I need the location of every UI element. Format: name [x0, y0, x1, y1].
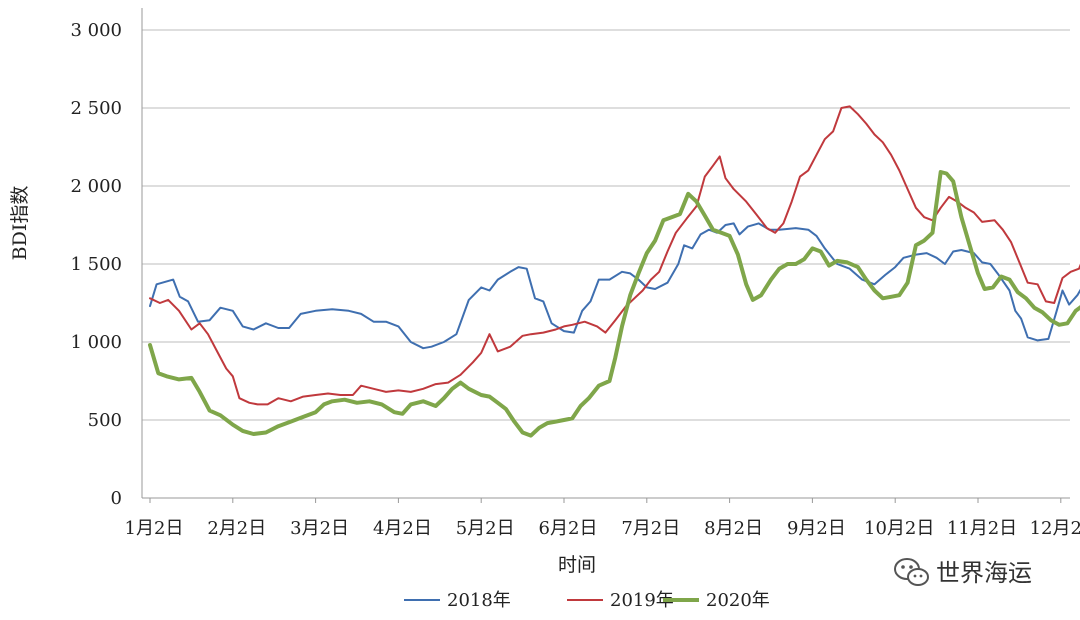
y-tick-labels: 0 500 1 000 1 500 2 000 2 500 3 000 [70, 20, 122, 509]
x-tick-label: 7月2日 [621, 518, 680, 539]
wechat-icon [894, 558, 929, 586]
x-tick-label: 5月2日 [456, 518, 515, 539]
series-line-2019年 [149, 105, 1080, 406]
y-tick-label: 2 000 [70, 176, 122, 197]
legend-label: 2018年 [447, 590, 511, 611]
watermark-text: 世界海运 [936, 559, 1032, 587]
y-tick-label: 3 000 [70, 20, 122, 41]
series-line-2018年 [149, 222, 1080, 350]
x-tick-label: 10月2日 [864, 518, 934, 539]
x-tick-label: 12月2日 [1030, 518, 1080, 539]
y-tick-label: 1 000 [70, 332, 122, 353]
x-tick-label: 8月2日 [704, 518, 763, 539]
x-tick-label: 9月2日 [787, 518, 846, 539]
x-tick-label: 2月2日 [207, 518, 266, 539]
gridlines [142, 29, 1070, 421]
y-tick-label: 2 500 [70, 98, 122, 119]
legend-label: 2019年 [610, 590, 674, 611]
x-tick-label: 3月2日 [290, 518, 349, 539]
y-tick-label: 0 [111, 488, 122, 509]
x-tick-label: 6月2日 [539, 518, 598, 539]
watermark: 世界海运 [894, 558, 1032, 587]
x-tick-labels: 1月2日 2月2日 3月2日 4月2日 5月2日 6月2日 7月2日 8月2日 9月2日 10月2… [125, 518, 1080, 539]
legend-label: 2020年 [706, 590, 770, 611]
series-line-2020年 [148, 170, 1080, 438]
x-tick-label: 1月2日 [125, 518, 184, 539]
legend: 2018年 2019年 2020年 [404, 590, 770, 611]
axes [141, 8, 1070, 503]
y-tick-label: 500 [88, 410, 122, 431]
x-tick-label: 11月2日 [947, 518, 1017, 539]
series-lines [148, 105, 1080, 438]
y-tick-label: 1 500 [70, 254, 122, 275]
x-tick-label: 4月2日 [373, 518, 432, 539]
y-axis-title: BDI指数 [9, 186, 31, 261]
x-axis-title: 时间 [558, 554, 596, 576]
